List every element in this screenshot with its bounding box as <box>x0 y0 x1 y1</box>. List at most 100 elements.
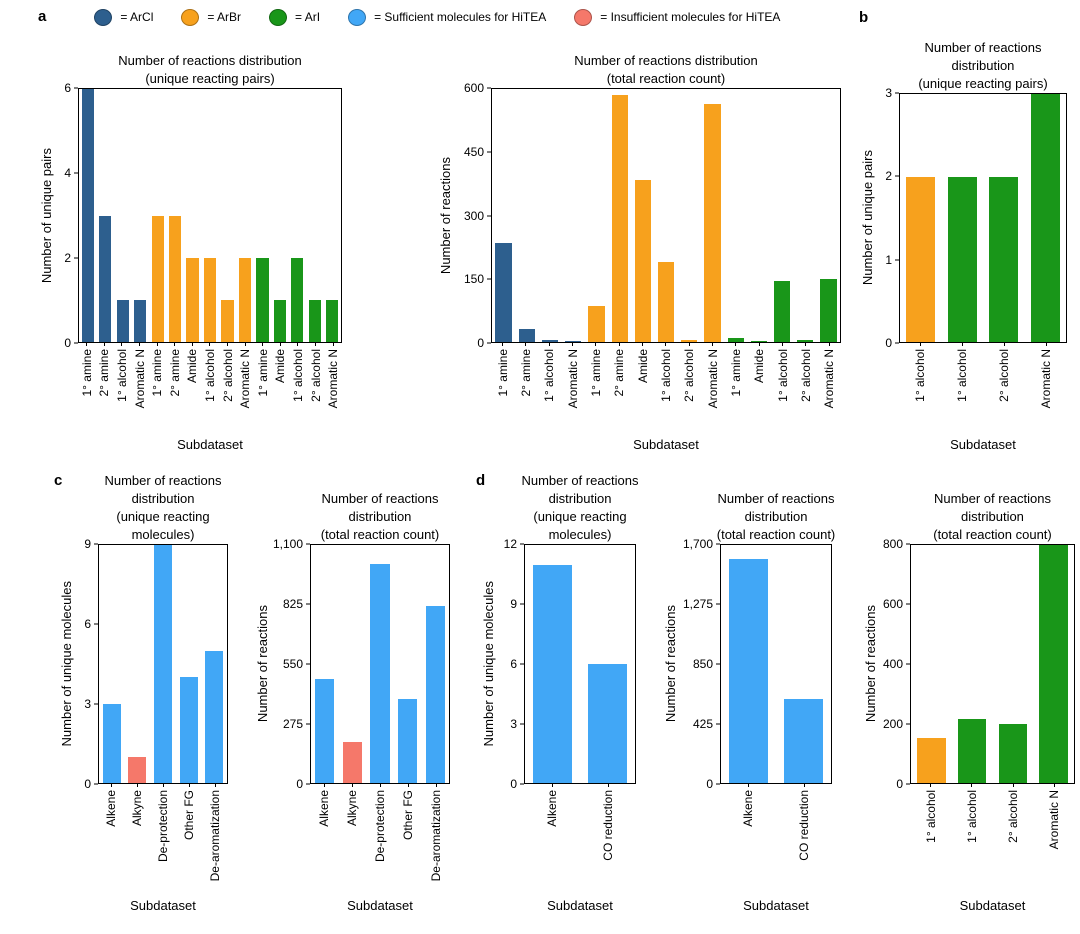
bar-slot <box>770 89 793 342</box>
x-tick-label: 1° alcohol <box>923 790 938 843</box>
x-tick-label: Amide <box>185 349 200 384</box>
x-tick-label: 2° amine <box>518 349 533 397</box>
bar-slot <box>993 545 1034 783</box>
insufficient-color-dot <box>574 8 593 26</box>
x-tick-mark <box>642 343 644 346</box>
bottom-row: c Number of reactions distribution (uniq… <box>54 470 1080 913</box>
chart-b-unique-pairs: Number of reactions distribution (unique… <box>859 37 1067 452</box>
x-tick-mark <box>279 343 281 346</box>
bar <box>238 257 252 342</box>
y-tick-label: 3 <box>510 717 517 731</box>
x-tick-labels: 1° amine 2° amine 1° alcohol Aromatic N 1° a… <box>78 343 342 435</box>
x-tick-label: Aromatic N <box>1047 790 1062 850</box>
legend-item-ArI: = ArI <box>269 8 321 26</box>
panel-label-c: c <box>54 472 63 489</box>
bar <box>657 261 675 342</box>
x-tick-label: Amide <box>635 349 650 384</box>
ArCl-color-dot <box>94 8 113 26</box>
bar-slot <box>1033 545 1074 783</box>
y-tick-mark <box>74 172 78 174</box>
x-tick-label: 1° amine <box>255 349 270 397</box>
x-tick-labels: 1° alcohol 1° alcohol 2° alcohol Aromatic N <box>899 343 1067 435</box>
bar-slot <box>631 89 654 342</box>
y-tick-label: 150 <box>463 272 484 287</box>
y-axis-label: Number of reactions <box>254 605 270 723</box>
y-tick-label: 600 <box>882 597 903 611</box>
x-tick-label: CO reduction <box>601 790 615 861</box>
y-tick-mark <box>895 259 899 261</box>
panel-label-d: d <box>476 472 486 489</box>
x-tick-label: 2° alcohol <box>997 349 1011 402</box>
bar <box>989 176 1019 342</box>
bar <box>342 741 363 783</box>
bar <box>495 242 512 342</box>
y-tick-label: 850 <box>692 657 713 671</box>
legend-label: = ArI <box>295 10 321 24</box>
bar-slot <box>339 545 367 783</box>
chart-c-total-count: Number of reactions distribution (total … <box>254 470 450 913</box>
y-tick-mark <box>306 603 310 605</box>
legend-label: = ArBr <box>207 10 242 24</box>
y-tick-label: 425 <box>692 717 713 731</box>
chart-b-total-count: Number of reactions distribution (total … <box>862 470 1075 913</box>
y-tick-mark <box>520 603 524 605</box>
bar-slot <box>131 89 148 342</box>
bar <box>1030 94 1060 342</box>
bar-slot <box>952 545 993 783</box>
x-tick-mark <box>618 343 620 346</box>
y-axis: 0 200 400 600 800 <box>878 537 910 791</box>
bar-slot <box>817 89 840 342</box>
x-tick-label: Aromatic N <box>132 349 147 409</box>
x-tick-label: 2° alcohol <box>798 349 813 402</box>
panel-label-a: a <box>38 8 47 25</box>
plot-area <box>98 544 228 784</box>
bar-slot <box>176 545 202 783</box>
chart-title: Number of reactions distribution (unique… <box>918 40 1048 91</box>
x-tick-labels: Alkene CO reduction <box>720 784 832 896</box>
y-tick-mark <box>94 623 98 625</box>
y-tick-label: 1,275 <box>682 597 713 611</box>
x-tick-labels: Alkene Alkyne De-protection Other FG De-arom… <box>310 784 450 896</box>
bar <box>611 95 628 342</box>
x-tick-label: De-protection <box>373 790 387 863</box>
bar-slot <box>99 545 125 783</box>
bar-slot <box>678 89 701 342</box>
bar <box>588 306 605 342</box>
bar <box>256 257 269 342</box>
y-tick-mark <box>94 783 98 785</box>
x-tick-label: 1° amine <box>79 349 94 397</box>
y-axis: 0 425 850 1,275 1,700 <box>678 537 720 791</box>
bar-slot <box>184 89 201 342</box>
x-tick-mark <box>174 343 176 346</box>
y-tick-label: 0 <box>896 777 903 791</box>
bar <box>681 339 698 342</box>
bar-slot <box>1025 94 1067 342</box>
y-tick-mark <box>906 663 910 665</box>
bar <box>168 215 182 342</box>
y-tick-mark <box>520 723 524 725</box>
x-tick-mark <box>930 784 932 787</box>
y-tick-label: 6 <box>64 81 71 95</box>
chart-a-unique-pairs: Number of reactions distribution (unique… <box>38 50 342 452</box>
x-tick-mark <box>139 343 141 346</box>
bar <box>308 299 321 342</box>
y-tick-label: 1,700 <box>682 537 713 551</box>
x-tick-label: 2° alcohol <box>220 349 235 402</box>
bar-slot <box>747 89 770 342</box>
chart-title: Number of reactions distribution (unique… <box>104 473 222 542</box>
legend-label: = Insufficient molecules for HiTEA <box>600 10 781 24</box>
y-tick-label: 825 <box>282 597 303 611</box>
bar-slot <box>201 89 218 342</box>
x-axis-label: Subdataset <box>547 898 613 913</box>
chart-title: Number of reactions distribution (total … <box>320 491 440 542</box>
bar-slot <box>525 545 580 783</box>
y-tick-label: 3 <box>885 86 892 100</box>
bar <box>917 738 946 783</box>
x-tick-mark <box>782 343 784 346</box>
bar-slot <box>324 89 341 342</box>
bar-slot <box>515 89 538 342</box>
x-tick-mark <box>665 343 667 346</box>
x-tick-label: Other FG <box>401 790 415 841</box>
ArBr-color-dot <box>181 8 200 26</box>
x-tick-label: Alkene <box>545 790 559 827</box>
